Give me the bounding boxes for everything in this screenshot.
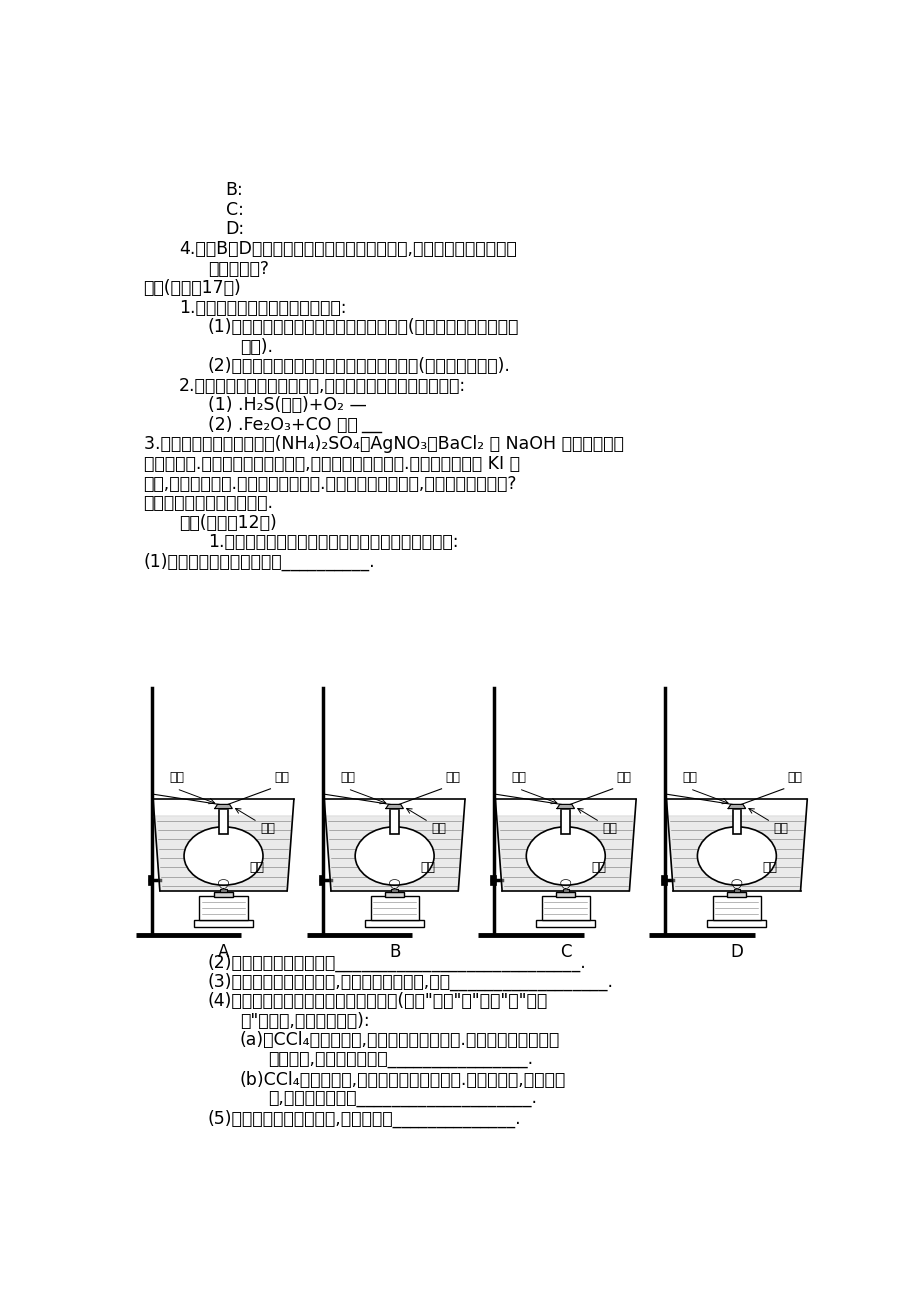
- Text: 量,所测定的分子量____________________.: 量,所测定的分子量____________________.: [268, 1090, 537, 1108]
- Bar: [556, 892, 574, 897]
- Text: (2)使用水浴加热的理由是____________________________.: (2)使用水浴加热的理由是___________________________…: [208, 953, 585, 971]
- Text: 时能否导电?: 时能否导电?: [208, 259, 268, 277]
- Text: 4.写出B、D两种元素所形成的化合物的电子式,此化合物的晶体在熔融: 4.写出B、D两种元素所形成的化合物的电子式,此化合物的晶体在熔融: [179, 240, 516, 258]
- Text: (b)CCl₄未完全气化,就将烧瓶从悘水中取出.冷却至室温,擦干、称: (b)CCl₄未完全气化,就将烧瓶从悘水中取出.冷却至室温,擦干、称: [240, 1070, 565, 1088]
- Polygon shape: [215, 805, 232, 809]
- Text: 四、(本题共17分): 四、(本题共17分): [143, 279, 241, 297]
- Bar: [561, 809, 570, 835]
- Text: B: B: [389, 943, 400, 961]
- Text: D:: D:: [225, 220, 244, 238]
- Polygon shape: [389, 880, 399, 889]
- Ellipse shape: [526, 827, 605, 885]
- Text: 沸水: 沸水: [591, 862, 606, 875]
- Text: (3)实验中需要记录的数据,除大气压和温度外,还有__________________.: (3)实验中需要记录的数据,除大气压和温度外,还有_______________…: [208, 973, 613, 991]
- Text: 一种或几种.此白色固体溶解在水中,得一澄清的碱性溶液.向此溶液中加入 KI 溶: 一种或几种.此白色固体溶解在水中,得一澄清的碱性溶液.向此溶液中加入 KI 溶: [143, 454, 519, 473]
- Polygon shape: [557, 805, 573, 809]
- Bar: [660, 875, 666, 884]
- Text: 无孔: 无孔: [169, 771, 184, 784]
- Text: 沸水: 沸水: [420, 862, 435, 875]
- Bar: [390, 809, 399, 835]
- Polygon shape: [667, 816, 805, 891]
- Bar: [318, 875, 324, 884]
- Text: 铝箔: 铝箔: [406, 809, 446, 835]
- Bar: [147, 875, 153, 884]
- Bar: [365, 921, 424, 927]
- Text: 响"的字样,填写在短线上):: 响"的字样,填写在短线上):: [240, 1012, 369, 1030]
- Text: C:: C:: [225, 201, 244, 219]
- Bar: [194, 921, 253, 927]
- Text: D: D: [730, 943, 743, 961]
- Text: 棉线: 棉线: [787, 771, 801, 784]
- Bar: [727, 892, 745, 897]
- Bar: [541, 896, 589, 921]
- Polygon shape: [728, 805, 744, 809]
- Polygon shape: [154, 816, 292, 891]
- Text: C: C: [560, 943, 571, 961]
- Text: (2) .Fe₂O₃+CO 高温: (2) .Fe₂O₃+CO 高温: [208, 415, 357, 434]
- Text: 棉线: 棉线: [616, 771, 630, 784]
- Text: (1)下列四图中的正确装置是__________.: (1)下列四图中的正确装置是__________.: [143, 553, 375, 572]
- Bar: [385, 892, 403, 897]
- Bar: [391, 889, 397, 892]
- Text: 试剂).: 试剂).: [240, 337, 272, 355]
- Bar: [214, 892, 233, 897]
- Text: (5)这种测定分子量的方法,适用于测定______________.: (5)这种测定分子量的方法,适用于测定______________.: [208, 1109, 521, 1128]
- Bar: [536, 921, 595, 927]
- Ellipse shape: [355, 827, 434, 885]
- Text: (1)以氯化铝为主要原料制备纯净的础酸铝(不得用电解法和础酸銀: (1)以氯化铝为主要原料制备纯净的础酸铝(不得用电解法和础酸銀: [208, 318, 518, 336]
- Bar: [220, 889, 226, 892]
- Text: 沸水: 沸水: [249, 862, 264, 875]
- Text: (4)分别指出下列操作对实验结果的影响(选用"偏大"、"偏小"、"无影: (4)分别指出下列操作对实验结果的影响(选用"偏大"、"偏小"、"无影: [208, 992, 548, 1010]
- Text: (a)当CCl₄完全气化后,将烧瓶从悘水中取出.如未冷却至室温就擦: (a)当CCl₄完全气化后,将烧瓶从悘水中取出.如未冷却至室温就擦: [240, 1031, 560, 1049]
- Bar: [562, 889, 568, 892]
- Polygon shape: [496, 816, 634, 891]
- Text: 小孔: 小孔: [511, 771, 526, 784]
- Text: (1) .H₂S(溶液)+O₂ —: (1) .H₂S(溶液)+O₂ —: [208, 396, 366, 414]
- Text: 液时,析出黄色沉淠.此沉淠不溶于础酸.试根据上述实验现象,指出哪些物质存在?: 液时,析出黄色沉淠.此沉淠不溶于础酸.试根据上述实验现象,指出哪些物质存在?: [143, 474, 516, 492]
- Bar: [370, 896, 418, 921]
- Polygon shape: [218, 880, 228, 889]
- Text: 小孔: 小孔: [682, 771, 697, 784]
- Bar: [489, 875, 495, 884]
- Bar: [712, 896, 760, 921]
- Polygon shape: [560, 880, 570, 889]
- Text: B:: B:: [225, 181, 243, 199]
- Bar: [707, 921, 766, 927]
- Text: 写出有关反应的离子方程式.: 写出有关反应的离子方程式.: [143, 493, 273, 512]
- Text: 1.回答用蒸气密度法测定四氯化碳分子量的有关问题:: 1.回答用蒸气密度法测定四氯化碳分子量的有关问题:: [208, 534, 458, 551]
- Ellipse shape: [697, 827, 776, 885]
- Bar: [732, 809, 741, 835]
- Text: 棉线: 棉线: [445, 771, 460, 784]
- Text: 铝箔: 铝箔: [577, 809, 617, 835]
- Ellipse shape: [184, 827, 263, 885]
- Bar: [732, 889, 739, 892]
- Bar: [199, 896, 247, 921]
- Text: A: A: [218, 943, 229, 961]
- Text: 2.完成下列反应的化学方程式,并指出电子转移的方向和总数:: 2.完成下列反应的化学方程式,并指出电子转移的方向和总数:: [179, 376, 466, 395]
- Bar: [219, 809, 228, 835]
- Polygon shape: [386, 805, 403, 809]
- Text: 3.某白色固体物质可能含有(NH₄)₂SO₄、AgNO₃、BaCl₂ 和 NaOH 四种物质中的: 3.某白色固体物质可能含有(NH₄)₂SO₄、AgNO₃、BaCl₂ 和 NaO…: [143, 435, 623, 453]
- Polygon shape: [325, 816, 463, 891]
- Text: 棉线: 棉线: [274, 771, 289, 784]
- Text: 五、(本题共12分): 五、(本题共12分): [179, 514, 277, 531]
- Polygon shape: [731, 880, 741, 889]
- Text: 铝箔: 铝箔: [748, 809, 788, 835]
- Text: 铝箔: 铝箔: [235, 809, 275, 835]
- Text: (2)用三氧化铬、氧化铝和冰晶石制备金属铬(不得用其它原料).: (2)用三氧化铬、氧化铝和冰晶石制备金属铬(不得用其它原料).: [208, 357, 510, 375]
- Text: 干、称量,所测定的分子量________________.: 干、称量,所测定的分子量________________.: [268, 1051, 533, 1069]
- Text: 开口: 开口: [340, 771, 355, 784]
- Text: 1.写出下列制备法中的化学方程式:: 1.写出下列制备法中的化学方程式:: [179, 298, 346, 316]
- Text: 沸水: 沸水: [762, 862, 777, 875]
